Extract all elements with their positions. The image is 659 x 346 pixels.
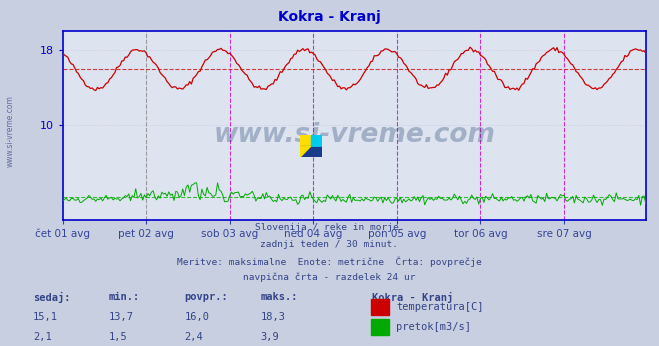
Text: sedaj:: sedaj: [33, 292, 71, 303]
Text: 16,0: 16,0 [185, 312, 210, 322]
Bar [300, 135, 311, 146]
Text: min.:: min.: [109, 292, 140, 302]
Text: www.si-vreme.com: www.si-vreme.com [5, 95, 14, 167]
Text: 2,4: 2,4 [185, 332, 203, 342]
Text: 3,9: 3,9 [260, 332, 279, 342]
Text: povpr.:: povpr.: [185, 292, 228, 302]
Text: temperatura[C]: temperatura[C] [396, 302, 484, 312]
Bar [311, 146, 322, 157]
Text: zadnji teden / 30 minut.: zadnji teden / 30 minut. [260, 240, 399, 249]
Text: Kokra - Kranj: Kokra - Kranj [278, 10, 381, 24]
Text: Slovenija / reke in morje.: Slovenija / reke in morje. [255, 223, 404, 232]
Text: 15,1: 15,1 [33, 312, 58, 322]
Text: maks.:: maks.: [260, 292, 298, 302]
Text: pretok[m3/s]: pretok[m3/s] [396, 322, 471, 332]
Text: 2,1: 2,1 [33, 332, 51, 342]
Text: 18,3: 18,3 [260, 312, 285, 322]
Bar [300, 146, 311, 157]
Polygon shape [300, 146, 311, 157]
Text: 1,5: 1,5 [109, 332, 127, 342]
Text: 13,7: 13,7 [109, 312, 134, 322]
Text: www.si-vreme.com: www.si-vreme.com [214, 122, 495, 148]
Polygon shape [311, 135, 322, 146]
Text: navpična črta - razdelek 24 ur: navpična črta - razdelek 24 ur [243, 273, 416, 282]
Text: Meritve: maksimalne  Enote: metrične  Črta: povprečje: Meritve: maksimalne Enote: metrične Črta… [177, 256, 482, 267]
Bar [311, 135, 322, 146]
Text: Kokra - Kranj: Kokra - Kranj [372, 292, 453, 303]
